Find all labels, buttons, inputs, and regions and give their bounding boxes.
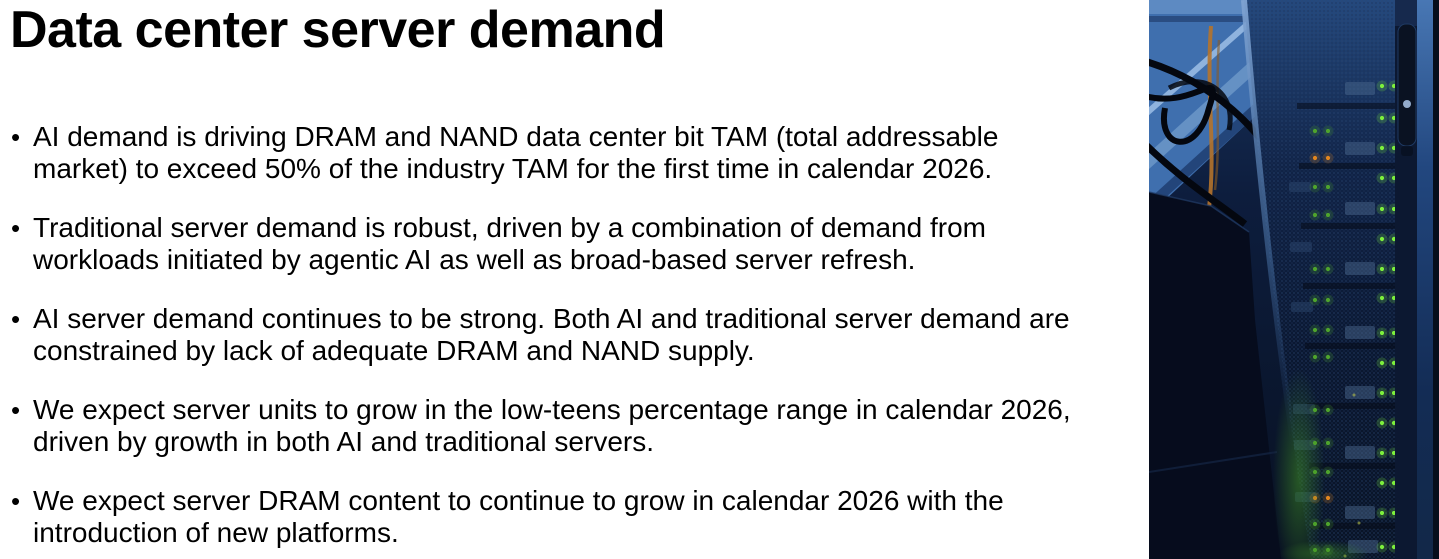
bullet-item: • We expect server units to grow in the … [10,394,1074,458]
bullet-list: • AI demand is driving DRAM and NAND dat… [10,121,1074,549]
bullet-marker-icon: • [11,304,21,334]
silhouette-crease [1149,451,1278,473]
handle-lock-knob [1403,100,1411,108]
bullet-marker-icon: • [11,122,21,152]
bullet-text: Traditional server demand is robust, dri… [33,212,986,275]
bullet-text: AI server demand continues to be strong.… [33,303,1070,366]
silhouette-edge-highlight [1149,191,1250,233]
bullet-text: AI demand is driving DRAM and NAND data … [33,121,999,184]
green-glow-bottom [1279,540,1369,559]
server-shelf-bands [1297,103,1397,529]
rack-frame-right [1395,0,1439,559]
bullet-marker-icon: • [11,395,21,425]
bullet-marker-icon: • [11,213,21,243]
slide-title: Data center server demand [10,1,666,59]
orange-cable-2 [1213,39,1221,191]
orange-cable [1207,25,1214,209]
bullet-item: • AI demand is driving DRAM and NAND dat… [10,121,1074,185]
green-glow [1273,368,1325,559]
server-rack-illustration [1149,0,1439,559]
bullet-marker-icon: • [11,486,21,516]
bullet-item: • We expect server DRAM content to conti… [10,485,1074,549]
bullet-text: We expect server DRAM content to continu… [33,485,1004,548]
bullet-item: • Traditional server demand is robust, d… [10,212,1074,276]
bullet-text: We expect server units to grow in the lo… [33,394,1071,457]
bullet-item: • AI server demand continues to be stron… [10,303,1074,367]
server-rack-photo [1149,0,1439,559]
door-handle [1397,23,1417,147]
